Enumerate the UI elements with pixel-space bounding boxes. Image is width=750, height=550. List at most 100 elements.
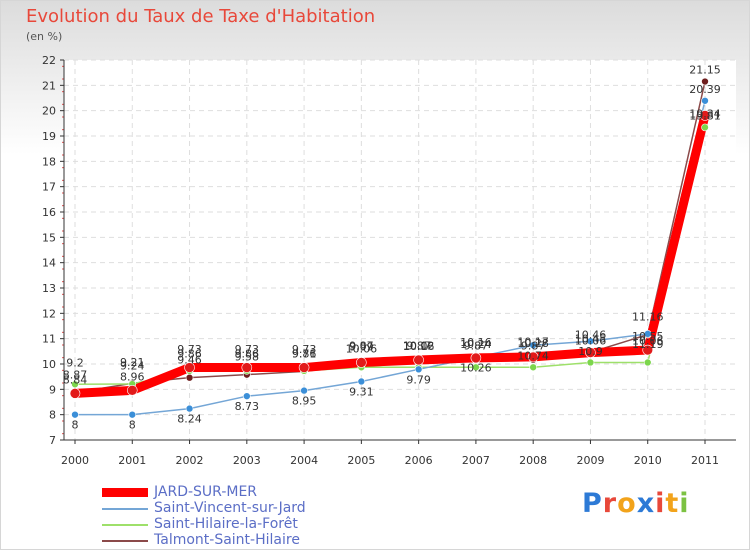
data-point xyxy=(642,344,654,356)
y-tick-label: 20 xyxy=(42,105,56,118)
legend-swatch-saint-hilaire xyxy=(102,524,148,526)
x-tick-label: 2011 xyxy=(691,454,719,467)
data-label: 8.95 xyxy=(292,395,317,408)
x-tick-label: 2006 xyxy=(405,454,433,467)
plot-area xyxy=(64,60,736,440)
data-point xyxy=(241,362,253,373)
data-point xyxy=(243,392,251,400)
data-point xyxy=(185,404,194,413)
logo-letter: x xyxy=(636,488,656,519)
data-point xyxy=(356,357,367,368)
data-point xyxy=(128,410,137,419)
data-label: 9.2 xyxy=(66,356,84,369)
legend-label: JARD-SUR-MER xyxy=(154,484,258,500)
data-point xyxy=(71,410,79,419)
data-label: 21.15 xyxy=(689,64,721,77)
series-line-1 xyxy=(74,100,706,416)
legend-swatch-talmont xyxy=(102,540,148,542)
y-tick-label: 11 xyxy=(42,333,56,346)
data-label: 8 xyxy=(72,419,79,432)
data-point xyxy=(586,337,595,346)
y-tick-label: 12 xyxy=(42,307,56,320)
y-tick-label: 16 xyxy=(42,206,56,219)
data-label: 10.06 xyxy=(346,342,378,355)
data-label: 10.02 xyxy=(403,339,435,352)
chart-title: Evolution du Taux de Taxe d'Habitation xyxy=(26,6,376,27)
legend-swatch-saint-vincent xyxy=(102,508,148,510)
data-point xyxy=(298,362,310,373)
x-tick-label: 2008 xyxy=(519,454,547,467)
proxiti-logo: Proxiti xyxy=(582,488,690,519)
logo-letter: i xyxy=(655,488,666,519)
data-label: 9.21 xyxy=(120,356,145,369)
data-label: 9.73 xyxy=(235,343,260,356)
x-tick-label: 2003 xyxy=(233,454,261,467)
data-label: 11.16 xyxy=(632,311,664,324)
data-point xyxy=(529,363,537,372)
data-label: 9.79 xyxy=(406,373,431,386)
y-tick-label: 9 xyxy=(49,383,56,396)
y-tick-label: 21 xyxy=(42,79,56,92)
data-label: 20.39 xyxy=(689,83,721,96)
y-tick-label: 8 xyxy=(49,409,56,422)
data-label: 9.86 xyxy=(292,348,317,361)
logo-letter: P xyxy=(582,488,603,519)
data-label: 10.24 xyxy=(460,338,492,351)
data-label: 9.86 xyxy=(235,348,260,361)
data-label: 10.28 xyxy=(517,337,549,350)
data-label: 10.26 xyxy=(460,361,492,374)
data-label: 10.74 xyxy=(517,349,549,362)
y-tick-label: 13 xyxy=(42,282,56,295)
y-tick-label: 7 xyxy=(49,434,56,447)
data-label: 10.16 xyxy=(403,340,435,353)
data-point xyxy=(529,341,537,350)
data-label: 8.96 xyxy=(120,370,145,383)
data-label: 10.45 xyxy=(575,333,607,346)
data-point xyxy=(184,362,195,373)
logo-letter: r xyxy=(602,488,618,519)
x-tick-label: 2004 xyxy=(290,454,318,467)
data-point xyxy=(472,363,480,372)
data-point xyxy=(414,365,423,374)
y-tick-label: 18 xyxy=(42,155,56,168)
data-point xyxy=(357,377,366,386)
x-tick-label: 2002 xyxy=(176,454,204,467)
y-tick-label: 17 xyxy=(42,181,56,194)
data-label: 8.87 xyxy=(63,369,88,382)
legend-swatch-jard-sur-mer xyxy=(102,488,148,497)
data-point xyxy=(586,358,595,367)
data-label: 9.73 xyxy=(177,343,202,356)
y-tick-label: 10 xyxy=(42,358,56,371)
data-label: 10.9 xyxy=(578,345,603,358)
data-label: 10.46 xyxy=(575,328,607,341)
data-label: 8 xyxy=(129,419,136,432)
data-point xyxy=(643,358,652,367)
data-label: 9.46 xyxy=(177,354,202,367)
logo-letter: o xyxy=(617,488,637,519)
y-tick-label: 14 xyxy=(42,257,56,270)
data-point xyxy=(585,347,596,358)
data-point xyxy=(701,77,709,86)
data-label: 10.16 xyxy=(460,336,492,349)
data-label: 10.06 xyxy=(575,334,607,347)
data-label: 9.73 xyxy=(292,343,317,356)
legend-label: Saint-Vincent-sur-Jard xyxy=(154,500,306,516)
data-label: 9.31 xyxy=(349,385,374,398)
data-label: 9.87 xyxy=(406,339,431,352)
data-label: 9.71 xyxy=(292,347,317,360)
series-line-0 xyxy=(70,110,710,398)
data-label: 9.99 xyxy=(349,340,374,353)
logo-letter: t xyxy=(665,488,680,519)
data-point xyxy=(701,123,709,132)
x-tick-label: 2009 xyxy=(576,454,604,467)
data-label: 10.17 xyxy=(517,336,549,349)
data-point xyxy=(699,110,711,121)
x-tick-label: 2010 xyxy=(634,454,662,467)
data-point xyxy=(413,354,424,366)
data-point xyxy=(300,386,308,395)
data-label: 19.34 xyxy=(689,107,721,120)
data-label: 9.87 xyxy=(464,339,489,352)
y-tick-label: 22 xyxy=(42,54,56,67)
x-tick-label: 2000 xyxy=(61,454,89,467)
